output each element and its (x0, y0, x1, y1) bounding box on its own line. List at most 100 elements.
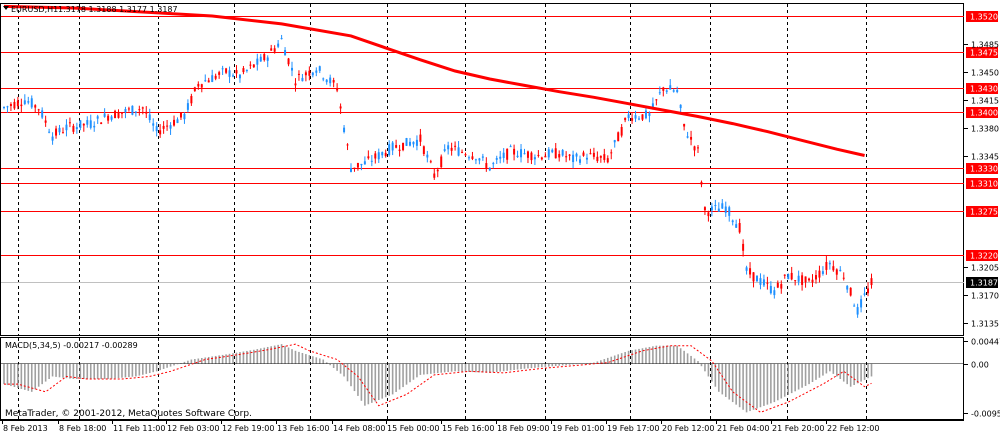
candle-body (176, 119, 179, 123)
ohlc-label: 1.3178 1.3188 1.3177 1.3187 (58, 5, 178, 14)
candle-body (523, 153, 526, 155)
candle (388, 140, 391, 157)
candle-body (179, 112, 182, 118)
candle (256, 53, 259, 71)
candle-body (443, 149, 446, 151)
chart-dropdown-arrow-icon[interactable] (3, 6, 9, 10)
candle-body (294, 83, 297, 86)
candle (495, 155, 498, 165)
candle (613, 139, 616, 148)
candle (58, 124, 61, 136)
candle (225, 67, 228, 75)
candle (304, 70, 307, 82)
candle-body (79, 120, 82, 128)
candle (166, 119, 169, 131)
candle (270, 44, 273, 51)
candle-body (676, 89, 679, 92)
candle (846, 285, 849, 293)
candle (155, 122, 158, 137)
candle-body (530, 152, 533, 161)
candle (398, 144, 401, 157)
candle (419, 128, 422, 147)
candle (467, 155, 470, 161)
candle (297, 70, 300, 81)
macd-signal-line (4, 343, 872, 413)
candle-body (506, 148, 509, 160)
time-tick-label: 8 Feb 2013 (3, 424, 48, 433)
candle-body (82, 123, 85, 126)
macd-label: MACD(5,34,5) -0.00217 -0.00289 (5, 341, 138, 350)
candle (65, 119, 68, 137)
candle-body (863, 293, 866, 295)
candle-body (596, 156, 599, 162)
candle-body (75, 127, 78, 130)
price-tick-label: 1.3205 (971, 264, 999, 273)
candle-body (381, 152, 384, 156)
candle (839, 266, 842, 272)
candle (346, 143, 349, 151)
candle (433, 168, 436, 180)
candle-body (769, 285, 772, 294)
candle (762, 274, 765, 287)
candle-body (228, 70, 231, 77)
candle-body (270, 48, 273, 51)
candle (9, 102, 12, 112)
candle (204, 74, 207, 82)
candle (263, 52, 266, 62)
candle-body (856, 307, 859, 315)
candle (415, 135, 418, 151)
candle-body (395, 145, 398, 148)
candle-body (513, 148, 516, 155)
candle-body (547, 149, 550, 158)
candle (804, 276, 807, 288)
candle-body (48, 131, 51, 133)
candle-body (339, 106, 342, 109)
candle (700, 180, 703, 188)
candle (450, 142, 453, 156)
candle (592, 147, 595, 160)
candle-body (724, 206, 727, 213)
candle (429, 159, 432, 164)
candle (55, 125, 58, 139)
candle-body (356, 163, 359, 168)
candle-body (169, 125, 172, 129)
candle (141, 106, 144, 115)
time-tick-label: 13 Feb 16:00 (277, 424, 329, 433)
candle-body (565, 156, 568, 158)
candle-body (200, 84, 203, 88)
candle-body (849, 287, 852, 296)
candle (825, 256, 828, 275)
candle-body (235, 70, 238, 74)
candle-body (134, 111, 137, 113)
level-tag (966, 11, 998, 22)
candle (638, 116, 641, 121)
candle-body (280, 38, 283, 40)
candle-body (492, 163, 495, 165)
level-tag-label: 1.3310 (970, 180, 998, 189)
candle (585, 153, 588, 165)
candle-body (818, 270, 821, 278)
candle (173, 115, 176, 127)
level-tag (966, 107, 998, 118)
candle (478, 157, 481, 165)
candle-body (412, 141, 415, 145)
candle-body (828, 262, 831, 265)
candle (308, 66, 311, 81)
level-tag (966, 47, 998, 58)
candle (374, 150, 377, 164)
candle-body (221, 68, 224, 70)
candle (200, 83, 203, 93)
candle (186, 99, 189, 113)
candle (506, 148, 509, 164)
candle (693, 145, 696, 157)
candle (51, 132, 54, 145)
candle-body (96, 116, 99, 119)
candle (356, 162, 359, 171)
candle-body (783, 274, 786, 276)
macd-tick-label: -0.00954 (971, 410, 1000, 419)
candle (426, 150, 429, 163)
candle (23, 94, 26, 106)
candle (339, 103, 342, 114)
